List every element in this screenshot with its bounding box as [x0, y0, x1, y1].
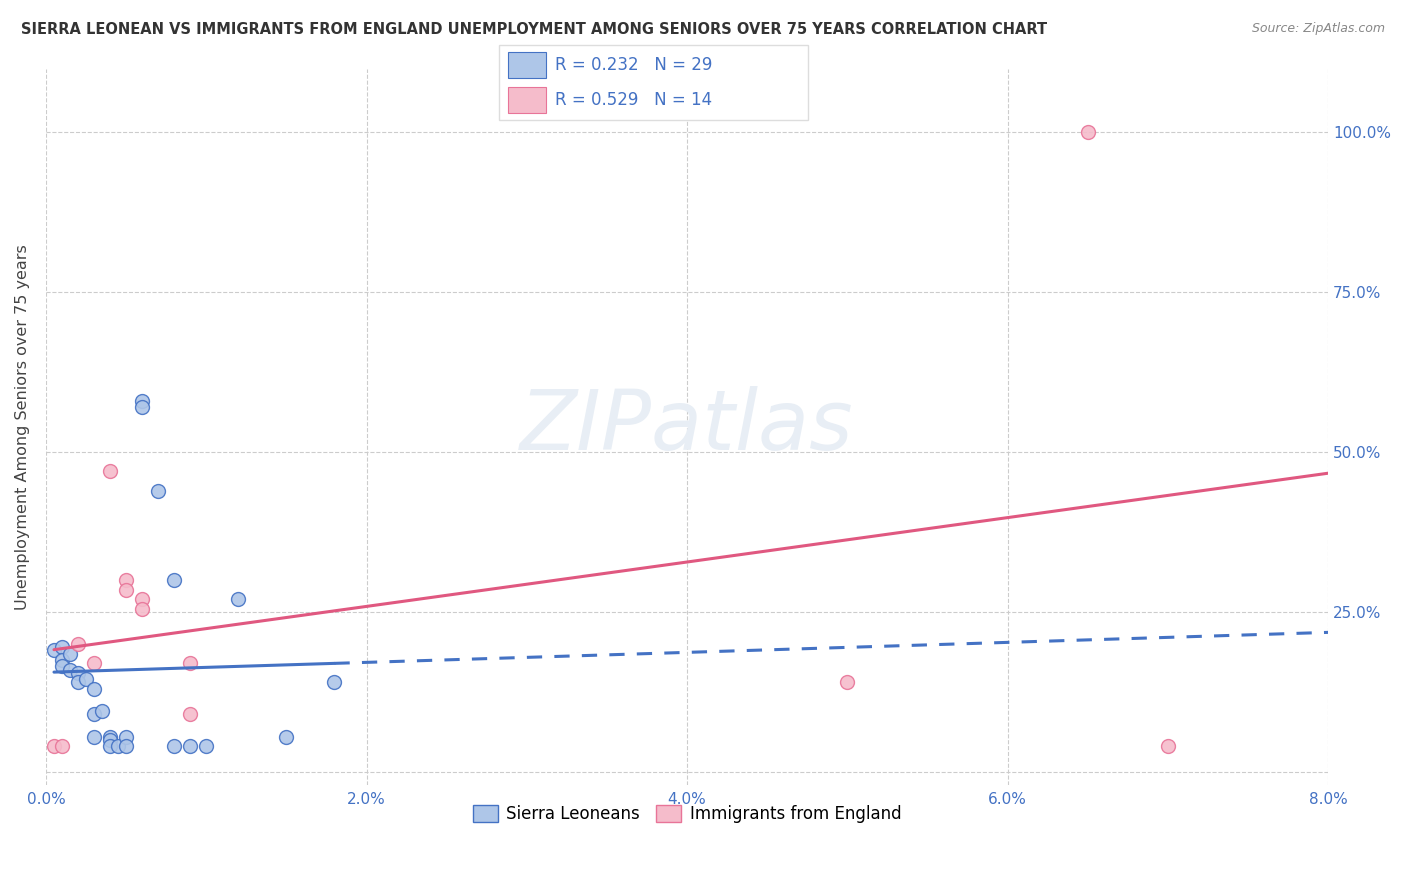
Point — [195, 739, 218, 754]
Point — [42, 643, 65, 657]
Point — [115, 573, 138, 587]
Point — [107, 739, 129, 754]
Point — [115, 739, 138, 754]
Point — [323, 675, 346, 690]
Point — [163, 739, 186, 754]
Point — [179, 657, 201, 671]
Point — [51, 640, 73, 655]
FancyBboxPatch shape — [499, 45, 808, 120]
Point — [226, 592, 249, 607]
Point — [131, 401, 153, 415]
Point — [131, 592, 153, 607]
Text: R = 0.529   N = 14: R = 0.529 N = 14 — [555, 91, 711, 109]
Point — [179, 739, 201, 754]
Point — [66, 675, 89, 690]
Legend: Sierra Leoneans, Immigrants from England: Sierra Leoneans, Immigrants from England — [465, 798, 908, 830]
Point — [59, 647, 82, 661]
Point — [98, 464, 121, 478]
Point — [276, 730, 298, 744]
Point — [51, 739, 73, 754]
Point — [51, 659, 73, 673]
FancyBboxPatch shape — [509, 52, 546, 78]
Point — [66, 665, 89, 680]
Point — [51, 653, 73, 667]
Text: Source: ZipAtlas.com: Source: ZipAtlas.com — [1251, 22, 1385, 36]
Point — [115, 730, 138, 744]
Point — [98, 739, 121, 754]
Point — [163, 573, 186, 587]
Point — [179, 707, 201, 722]
Point — [131, 394, 153, 409]
Point — [83, 681, 105, 696]
Text: R = 0.232   N = 29: R = 0.232 N = 29 — [555, 56, 713, 74]
Point — [42, 739, 65, 754]
Point — [98, 733, 121, 747]
Point — [837, 675, 859, 690]
Point — [1077, 126, 1099, 140]
Point — [66, 637, 89, 651]
Point — [98, 730, 121, 744]
Point — [59, 663, 82, 677]
Point — [91, 704, 114, 718]
Text: ZIPatlas: ZIPatlas — [520, 386, 853, 467]
Point — [131, 602, 153, 616]
Point — [75, 672, 97, 686]
Point — [146, 483, 169, 498]
Point — [83, 707, 105, 722]
Text: SIERRA LEONEAN VS IMMIGRANTS FROM ENGLAND UNEMPLOYMENT AMONG SENIORS OVER 75 YEA: SIERRA LEONEAN VS IMMIGRANTS FROM ENGLAN… — [21, 22, 1047, 37]
Y-axis label: Unemployment Among Seniors over 75 years: Unemployment Among Seniors over 75 years — [15, 244, 30, 609]
Point — [83, 730, 105, 744]
Point — [115, 582, 138, 597]
Point — [1157, 739, 1180, 754]
FancyBboxPatch shape — [509, 87, 546, 112]
Point — [83, 657, 105, 671]
